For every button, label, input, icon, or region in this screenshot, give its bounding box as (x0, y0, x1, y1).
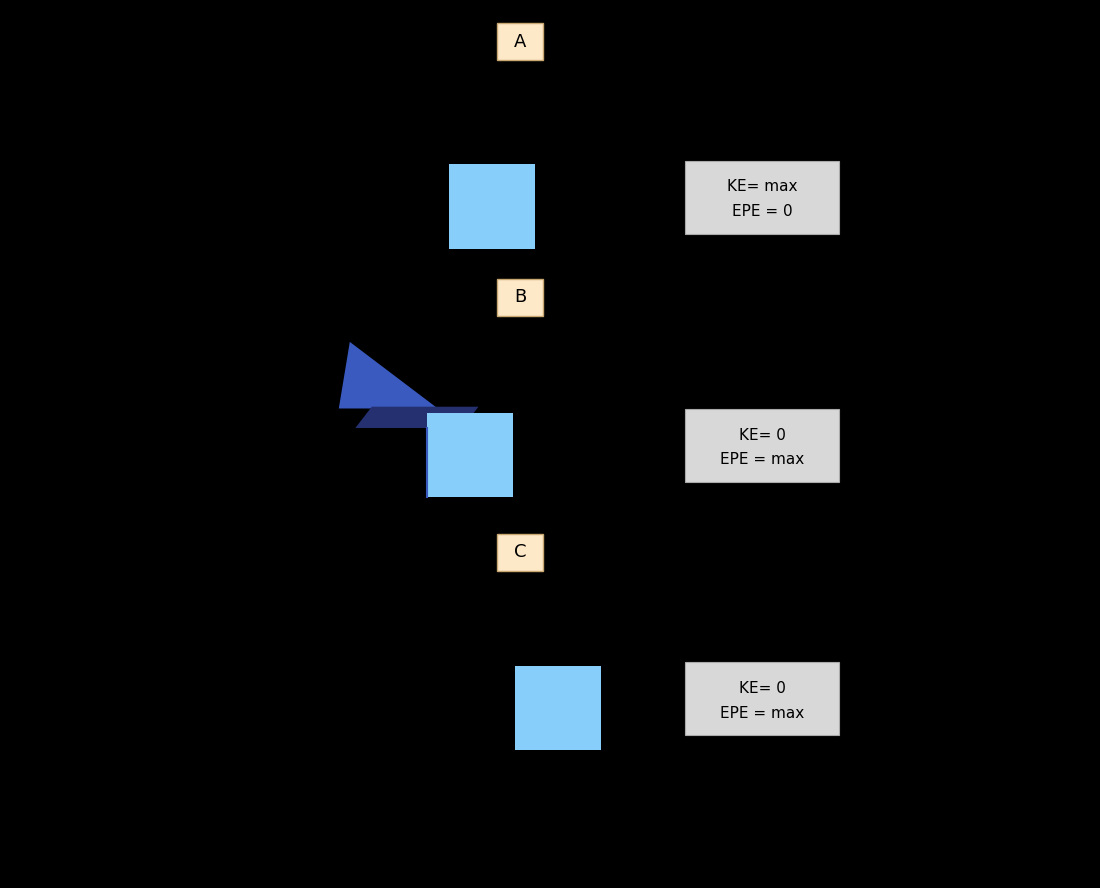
Text: A: A (514, 33, 527, 51)
Bar (449, 164, 535, 249)
FancyBboxPatch shape (685, 409, 839, 482)
FancyBboxPatch shape (497, 23, 543, 60)
Text: EPE = max: EPE = max (720, 453, 804, 467)
FancyBboxPatch shape (685, 161, 839, 234)
Text: EPE = 0: EPE = 0 (732, 204, 793, 218)
FancyBboxPatch shape (685, 662, 839, 735)
FancyBboxPatch shape (497, 279, 543, 316)
FancyBboxPatch shape (497, 534, 543, 571)
Bar (427, 413, 513, 497)
Text: KE= max: KE= max (727, 179, 798, 194)
Polygon shape (339, 342, 438, 408)
Polygon shape (355, 407, 478, 428)
Text: KE= 0: KE= 0 (739, 428, 785, 442)
Text: EPE = max: EPE = max (720, 706, 804, 720)
Text: B: B (514, 289, 527, 306)
Text: KE= 0: KE= 0 (739, 681, 785, 695)
Text: C: C (514, 543, 527, 561)
Bar (515, 666, 601, 750)
